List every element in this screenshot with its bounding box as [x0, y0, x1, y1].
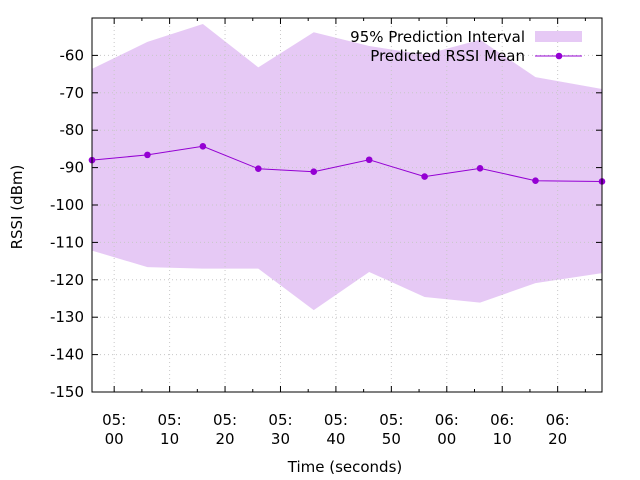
legend-swatch-prediction-interval	[535, 31, 582, 42]
mean-data-point	[476, 165, 484, 172]
mean-data-point	[532, 177, 539, 184]
prediction-interval-band	[92, 23, 602, 311]
y-tick-label: -100	[50, 196, 84, 214]
y-tick-label: -90	[60, 159, 85, 177]
x-tick-label: 10	[160, 430, 179, 448]
x-tick-label: 00	[105, 430, 124, 448]
mean-data-point	[255, 165, 262, 173]
y-tick-label: -140	[50, 346, 84, 364]
y-tick-label: -70	[60, 84, 85, 102]
y-tick-label: -60	[60, 46, 85, 64]
x-tick-label: 20	[215, 430, 234, 448]
x-tick-label: 05:	[379, 411, 403, 429]
x-tick-label: 06:	[490, 411, 514, 429]
x-tick-label: 06:	[435, 411, 459, 429]
x-tick-label: 20	[548, 430, 567, 448]
x-tick-label: 05:	[158, 411, 182, 429]
mean-data-point	[199, 142, 207, 150]
legend-label-prediction-interval: 95% Prediction Interval	[350, 28, 525, 46]
x-tick-label: 05:	[268, 411, 292, 429]
x-tick-label: 10	[493, 430, 512, 448]
mean-data-point	[310, 168, 318, 176]
legend: 95% Prediction Interval Predicted RSSI M…	[350, 28, 582, 65]
prediction-interval-layer	[92, 23, 602, 311]
x-tick-label: 40	[326, 430, 345, 448]
x-tick-label: 06:	[546, 411, 570, 429]
y-tick-label: -130	[50, 308, 84, 326]
legend-swatch-mean-marker	[555, 52, 563, 60]
grid-layer	[92, 18, 602, 392]
x-tick-label: 00	[437, 430, 456, 448]
legend-label-mean: Predicted RSSI Mean	[370, 47, 525, 65]
x-tick-label: 05:	[324, 411, 348, 429]
y-axis-title: RSSI (dBm)	[8, 165, 26, 250]
x-tick-label: 05:	[213, 411, 237, 429]
x-tick-label: 30	[271, 430, 290, 448]
mean-data-point	[144, 151, 151, 159]
x-tick-label: 05:	[102, 411, 126, 429]
y-tick-label: -150	[50, 383, 84, 401]
x-axis-title: Time (seconds)	[287, 458, 403, 476]
tick-layer: -150-140-130-120-110-100-90-80-70-6005:0…	[50, 18, 602, 448]
y-tick-label: -80	[60, 121, 85, 139]
y-tick-label: -110	[50, 233, 84, 251]
mean-data-point	[365, 156, 373, 164]
mean-series-line	[91, 145, 603, 182]
y-tick-label: -120	[50, 271, 84, 289]
mean-data-point	[421, 173, 428, 180]
x-tick-label: 50	[382, 430, 401, 448]
mean-line-layer	[88, 142, 606, 185]
